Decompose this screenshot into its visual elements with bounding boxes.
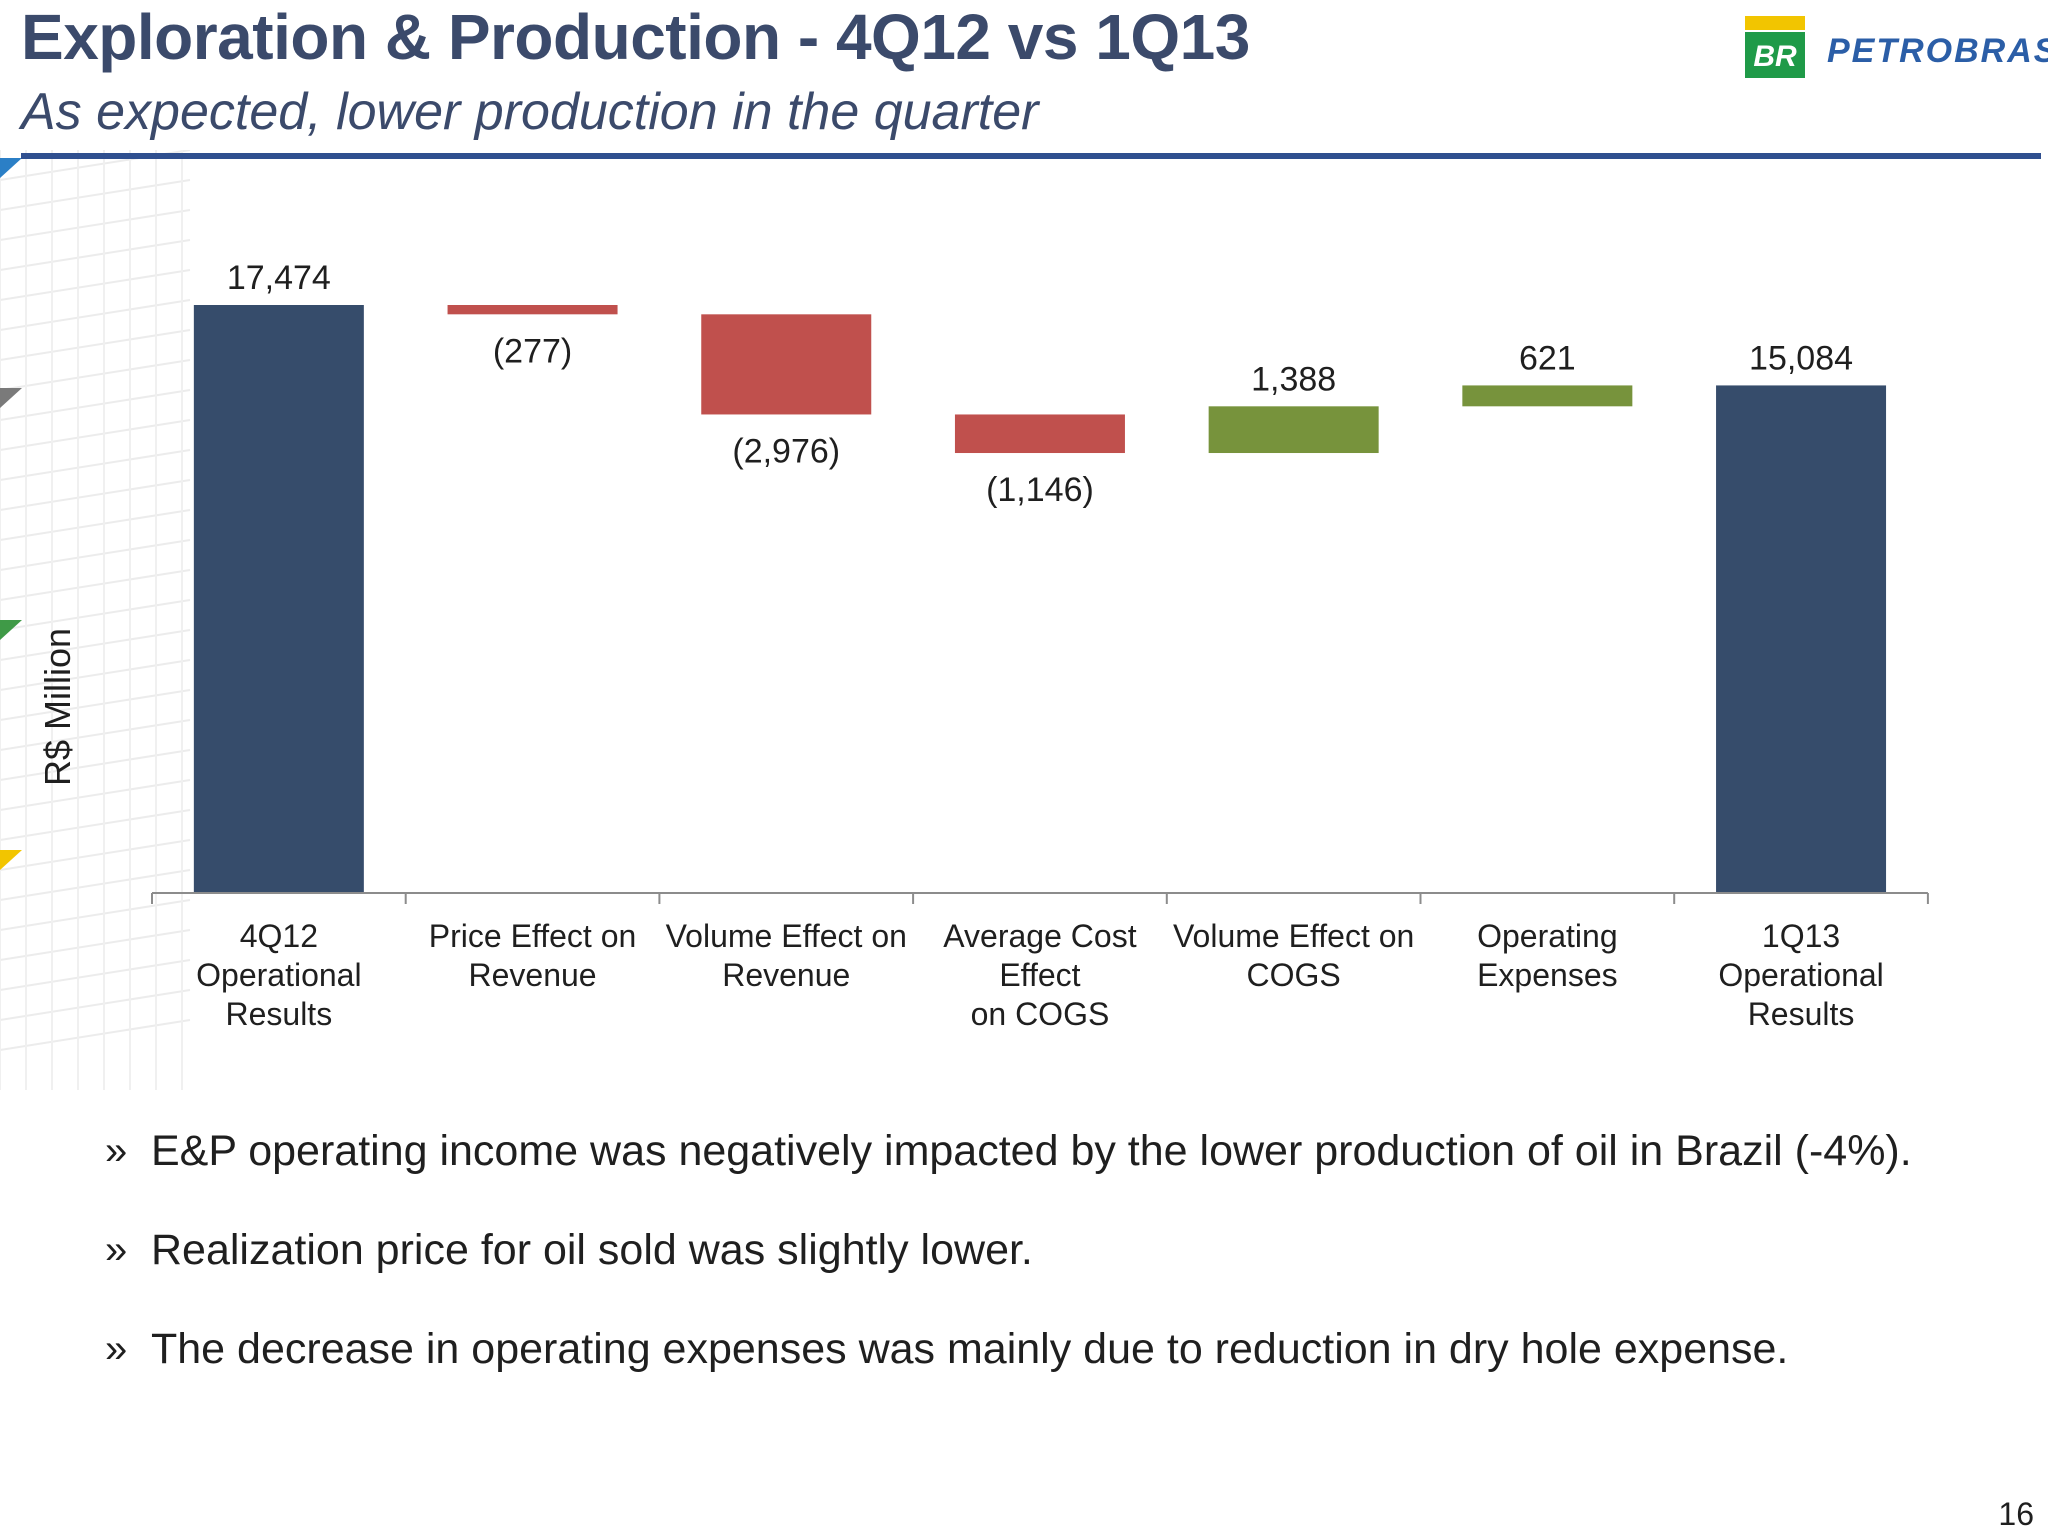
background-grid-pattern	[0, 150, 191, 1090]
x-tick-label: 4Q12 Operational Results	[153, 917, 405, 1034]
waterfall-bar	[701, 314, 872, 415]
bullet-marker: »	[105, 1129, 128, 1173]
page-number: 16	[1998, 1496, 2034, 1532]
x-tick-label-line: 1Q13	[1761, 918, 1841, 954]
data-label: 15,084	[1749, 339, 1853, 377]
grid-line	[0, 299, 191, 331]
bullet-item: » The decrease in operating expenses was…	[105, 1323, 1955, 1422]
grid-line	[0, 899, 191, 931]
bullet-text: Realization price for oil sold was sligh…	[151, 1226, 1033, 1274]
x-tick-label: Volume Effect on COGS	[1168, 917, 1420, 995]
grid-line	[0, 869, 191, 901]
x-tick-label-line: Volume Effect on	[665, 918, 907, 954]
grid-line	[0, 359, 191, 391]
x-tick-label-line: Volume Effect on	[1172, 918, 1415, 954]
x-tick-label-line: 4Q12	[239, 918, 318, 954]
x-tick-label-line: on COGS	[970, 996, 1110, 1032]
x-tick-label-line: Price Effect on	[428, 918, 637, 954]
waterfall-bar	[193, 305, 364, 893]
grid-line	[0, 599, 191, 631]
grid-line	[0, 659, 191, 691]
data-label: 17,474	[227, 259, 331, 297]
bullet-text: The decrease in operating expenses was m…	[151, 1325, 1789, 1373]
page-subtitle: As expected, lower production in the qua…	[21, 83, 1039, 141]
grid-line	[0, 179, 191, 211]
data-label: (1,146)	[986, 471, 1094, 509]
bullet-text: E&P operating income was negatively impa…	[151, 1127, 1912, 1175]
grid-line	[0, 509, 191, 541]
waterfall-bar	[1208, 406, 1379, 454]
accent-triangle	[0, 158, 22, 178]
grid-line	[0, 209, 191, 241]
bullet-item: » Realization price for oil sold was sli…	[105, 1224, 1955, 1323]
bullet-item: » E&P operating income was negatively im…	[105, 1125, 1955, 1224]
bullet-marker: »	[105, 1327, 128, 1371]
x-tick-label-line: Operational Results	[1718, 957, 1884, 1032]
data-label: 1,388	[1251, 360, 1336, 398]
x-tick-label-line: Revenue	[722, 957, 851, 993]
svg-text:BR: BR	[1753, 40, 1797, 73]
grid-line	[0, 389, 191, 421]
petrobras-logo: BR PETROBRAS	[1745, 16, 2048, 78]
waterfall-chart: 17,474 (277) (2,976) (1,146) 1,388 621 15,084	[151, 259, 1929, 904]
x-tick-label: Volume Effect on Revenue	[660, 917, 912, 995]
logo-wordmark: PETROBRAS	[1827, 32, 2048, 70]
grid-line	[0, 719, 191, 751]
waterfall-bar	[1716, 385, 1887, 893]
grid-line	[0, 449, 191, 481]
grid-line	[0, 269, 191, 301]
grid-line	[0, 629, 191, 661]
accent-triangle	[0, 388, 22, 408]
grid-line	[0, 419, 191, 451]
x-tick-label-line: Operational Results	[196, 957, 362, 1032]
grid-line	[0, 809, 191, 841]
bullet-list: » E&P operating income was negatively im…	[105, 1125, 1955, 1422]
data-label: (277)	[493, 332, 572, 370]
x-tick-label: Average Cost Effect on COGS	[914, 917, 1166, 1034]
grid-line	[0, 779, 191, 811]
waterfall-bar	[954, 414, 1125, 454]
y-axis-label: R$ Million	[37, 627, 78, 787]
accent-triangle	[0, 850, 22, 870]
grid-line	[0, 329, 191, 361]
grid-line	[0, 929, 191, 961]
x-tick-label: Price Effect on Revenue	[407, 917, 659, 995]
grid-line	[0, 989, 191, 1021]
accent-triangle	[0, 620, 22, 640]
grid-line	[0, 749, 191, 781]
grid-line	[0, 959, 191, 991]
bullet-marker: »	[105, 1228, 128, 1272]
grid-line	[0, 569, 191, 601]
waterfall-bar	[447, 305, 618, 315]
header-divider	[21, 153, 2041, 159]
x-tick-label: Operating Expenses	[1421, 917, 1673, 995]
x-tick-label-line: Expenses	[1477, 957, 1618, 993]
data-label: 621	[1519, 339, 1576, 377]
grid-line	[0, 479, 191, 511]
grid-line	[0, 839, 191, 871]
x-tick-label-line: Average Cost Effect	[943, 918, 1137, 993]
br-logo-icon: BR	[1745, 16, 1805, 78]
data-label: (2,976)	[732, 432, 840, 470]
grid-line	[0, 239, 191, 271]
x-tick-label-line: COGS	[1246, 957, 1341, 993]
x-tick-label-line: Revenue	[468, 957, 597, 993]
grid-line	[0, 1019, 191, 1051]
page-title: Exploration & Production - 4Q12 vs 1Q13	[21, 1, 1250, 73]
grid-line	[0, 539, 191, 571]
x-tick-label-line: Operating	[1477, 918, 1618, 954]
x-tick-label: 1Q13 Operational Results	[1675, 917, 1927, 1034]
grid-line	[0, 689, 191, 721]
waterfall-bar	[1462, 385, 1633, 407]
